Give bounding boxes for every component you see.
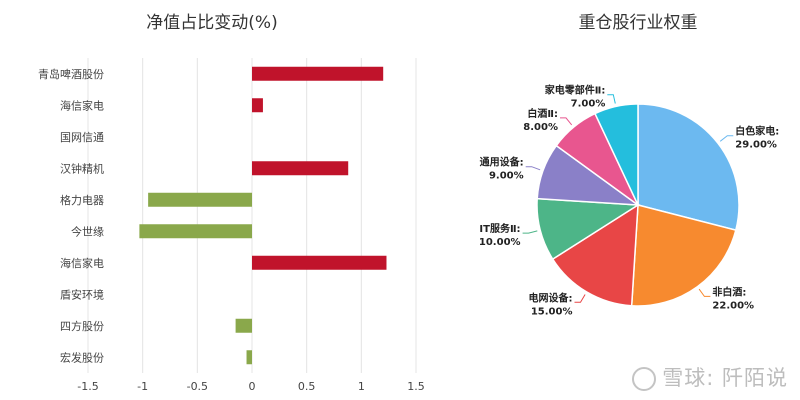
bar [148, 192, 252, 207]
bar-category-label: 宏发股份 [60, 350, 104, 364]
pie-slice-percent: 15.00% [531, 306, 573, 317]
pie-slice-name: 通用设备: [480, 156, 524, 169]
pie-slice-percent: 10.00% [479, 237, 521, 248]
bar-x-tick-label: -1.5 [77, 380, 98, 393]
pie-slice-name: 白酒Ⅱ: [527, 107, 558, 120]
pie-leader-line [574, 294, 586, 303]
pie-leader-line [719, 135, 734, 142]
pie-slice-name: IT服务Ⅱ: [479, 222, 520, 235]
pie-slice-percent: 7.00% [571, 99, 606, 110]
pie-slice-name: 电网设备: [528, 291, 572, 304]
bar-series [139, 66, 387, 365]
pie-leader-line [560, 117, 573, 126]
bar-category-label: 汉钟精机 [60, 161, 104, 175]
bar-category-label: 海信家电 [60, 98, 104, 112]
pie-leader-line [525, 166, 541, 171]
bar-chart: 净值占比变动(%) 青岛啤酒股份海信家电国网信通汉钟精机格力电器今世缘海信家电盾… [38, 13, 425, 393]
bar-category-label: 国网信通 [60, 131, 104, 144]
snowball-logo-icon [632, 367, 657, 391]
bar-category-label: 青岛啤酒股份 [38, 67, 104, 81]
pie-slice-percent: 29.00% [735, 140, 777, 151]
bar [235, 318, 252, 333]
pie-slice [630, 204, 737, 307]
bar-x-ticks: -1.5 -1 -0.5 0 0.5 1 1.5 [77, 380, 424, 393]
pie-slice-name: 白色家电: [735, 125, 779, 138]
pie-slice-percent: 8.00% [523, 122, 558, 133]
bar [252, 98, 263, 113]
bar [252, 66, 384, 81]
pie-slice-name: 非白酒: [712, 285, 746, 298]
bar-category-label: 盾安环境 [60, 287, 104, 301]
bar [139, 224, 252, 239]
pie-leader-line [522, 230, 538, 234]
bar-category-labels: 青岛啤酒股份海信家电国网信通汉钟精机格力电器今世缘海信家电盾安环境四方股份宏发股… [38, 67, 104, 365]
pie-slice-percent: 22.00% [712, 300, 754, 311]
pie-leader-line [698, 288, 711, 297]
pie-chart-title: 重仓股行业权重 [579, 13, 698, 33]
bar-x-tick-label: 1 [358, 380, 365, 393]
pie-slice [551, 203, 639, 307]
pie-slice [637, 103, 740, 232]
bar-x-tick-label: -1 [137, 380, 148, 393]
pie-slices [536, 103, 740, 307]
watermark-text: 雪球: 阡陌说 [662, 366, 788, 390]
pie-slice-name: 家电零部件Ⅱ: [545, 84, 606, 97]
bar-x-tick-label: 0 [249, 380, 256, 393]
bar-category-label: 四方股份 [60, 319, 104, 333]
bar-chart-title: 净值占比变动(%) [146, 13, 277, 33]
bar [246, 350, 252, 365]
bar-x-tick-label: -0.5 [187, 380, 208, 393]
bar-category-label: 今世缘 [71, 224, 104, 238]
pie-slice-labels: 白色家电: 29.00% 非白酒: 22.00% 电网设备: 15.00% IT服务Ⅱ: 10… [479, 84, 779, 318]
bar [252, 255, 387, 270]
bar [252, 161, 349, 176]
bar-category-label: 海信家电 [60, 256, 104, 270]
pie-leader-line [607, 94, 616, 104]
bar-x-tick-label: 1.5 [407, 380, 425, 393]
xueqiu-watermark: 雪球: 阡陌说 [632, 362, 788, 392]
bar-category-label: 格力电器 [60, 193, 104, 207]
pie-slice-percent: 9.00% [489, 171, 524, 182]
pie-slice [594, 103, 639, 206]
bar-x-tick-label: 0.5 [298, 380, 316, 393]
